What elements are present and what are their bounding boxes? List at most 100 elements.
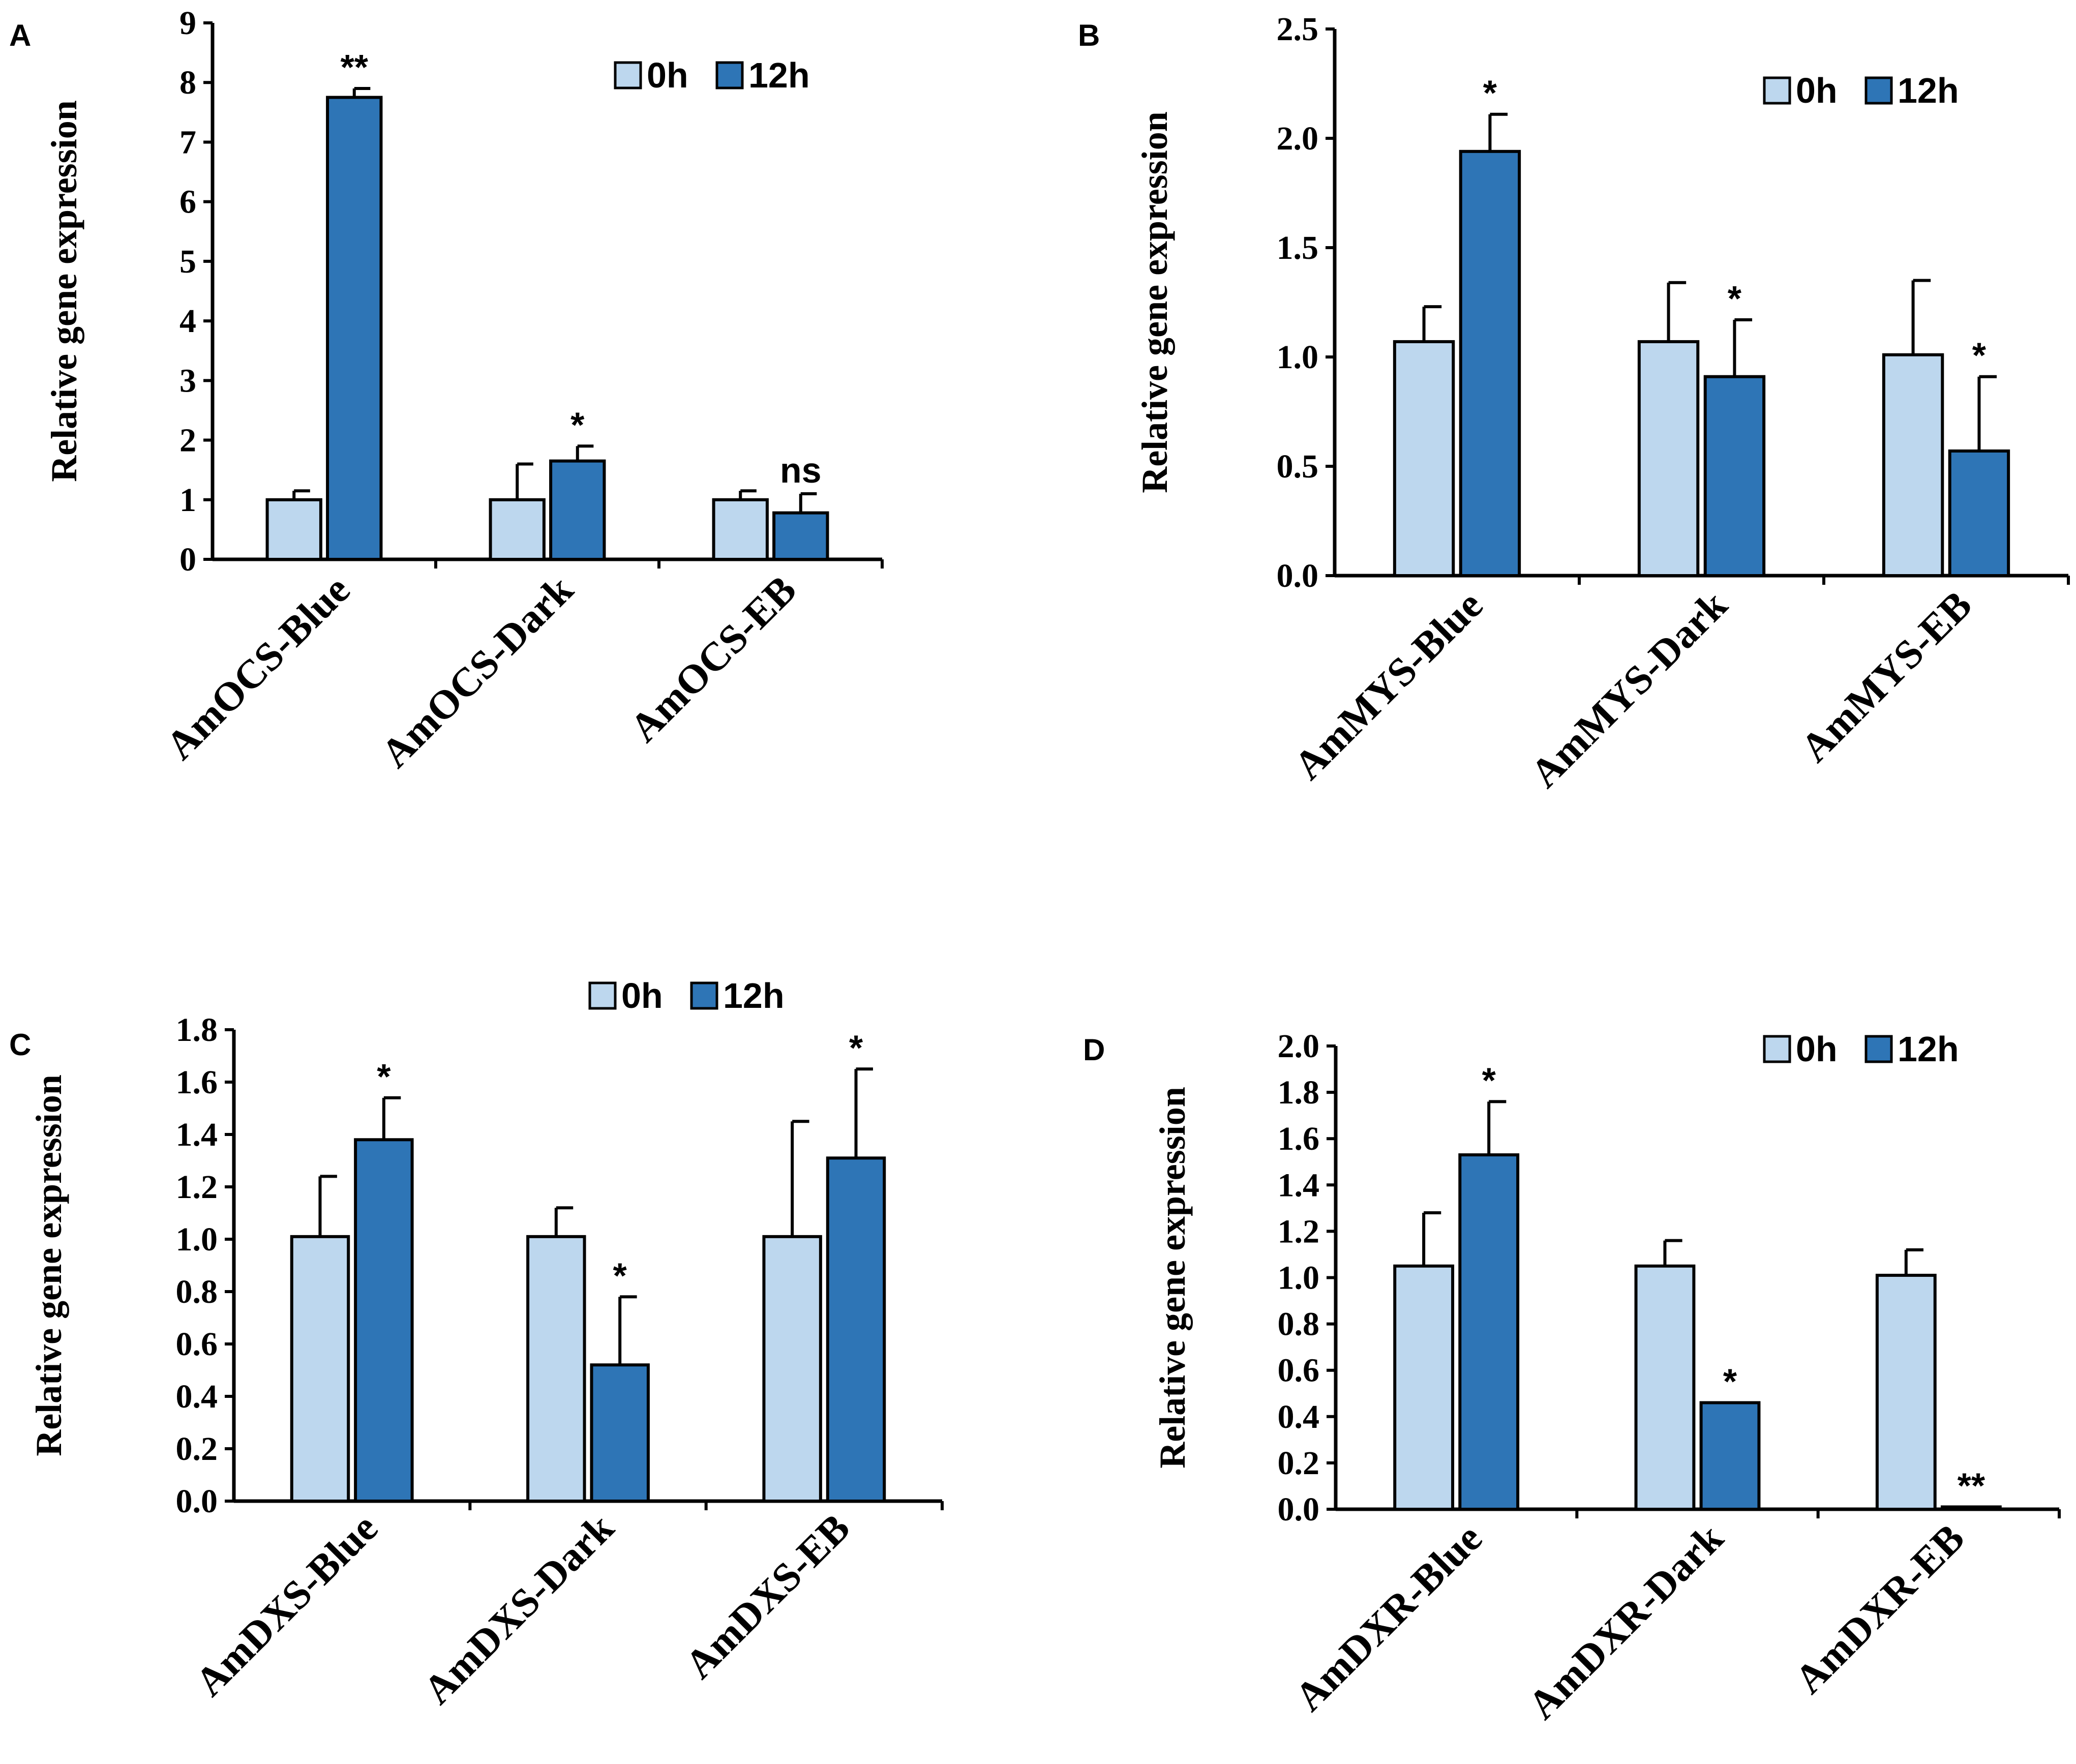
- y-axis-label: Relative gene expression: [1152, 1087, 1193, 1469]
- y-tick-label: 1: [179, 482, 196, 519]
- legend-label: 12h: [723, 976, 785, 1015]
- legend-label: 0h: [1796, 71, 1838, 110]
- bar-12h: [772, 511, 829, 561]
- y-tick-label: 1.6: [176, 1064, 218, 1101]
- significance-mark: *: [849, 1028, 863, 1067]
- category-label: AmDXS-EB: [677, 1506, 859, 1688]
- y-tick-label: 7: [179, 124, 196, 161]
- category-label: AmOCS-Blue: [158, 567, 358, 768]
- bar-12h: [549, 459, 606, 561]
- legend-label: 0h: [1796, 1029, 1838, 1069]
- panel-letter: A: [9, 18, 31, 52]
- y-tick-label: 2.0: [1278, 1028, 1320, 1065]
- significance-mark: ns: [780, 451, 822, 490]
- legend-swatch-12h: [1864, 76, 1893, 105]
- bar-12h: [826, 1156, 886, 1503]
- bar-0h: [762, 1235, 822, 1503]
- y-tick-label: 2: [179, 422, 196, 459]
- bar-0h: [265, 498, 322, 561]
- y-tick-label: 9: [179, 5, 196, 42]
- y-tick-label: 8: [179, 64, 196, 101]
- legend-label: 12h: [748, 55, 810, 95]
- significance-mark: *: [1728, 279, 1742, 318]
- y-tick-label: 0.0: [1277, 557, 1319, 594]
- panel-letter: C: [9, 1028, 31, 1062]
- bar-0h: [1637, 340, 1700, 578]
- legend-swatch-0h: [1763, 76, 1791, 105]
- y-tick-label: 1.6: [1278, 1120, 1320, 1157]
- significance-mark: *: [1482, 1060, 1496, 1100]
- bar-0h: [1634, 1264, 1696, 1511]
- legend: 0h 12h: [588, 976, 785, 1015]
- category-label: AmOCS-EB: [621, 567, 805, 751]
- y-tick-label: 0.4: [1278, 1398, 1320, 1436]
- bar-12h: [1703, 375, 1766, 577]
- y-tick-label: 0: [179, 541, 196, 578]
- y-tick-label: 6: [179, 184, 196, 221]
- y-tick-label: 1.0: [176, 1221, 218, 1258]
- y-axis-label: Relative gene expression: [44, 100, 84, 482]
- legend-label: 12h: [1898, 71, 1959, 110]
- y-tick-label: 3: [179, 362, 196, 399]
- legend-swatch-0h: [1763, 1035, 1791, 1063]
- category-label: AmMYS-EB: [1792, 583, 1980, 771]
- bar-0h: [526, 1235, 586, 1503]
- category-label: AmDXS-Blue: [187, 1506, 386, 1705]
- significance-mark: *: [570, 405, 585, 444]
- y-tick-label: 0.0: [176, 1483, 218, 1520]
- panel-a: A Relative gene expression 0 1 2 3 4 5 6 7 8 9 ** AmO…: [9, 5, 884, 776]
- bar-12h: [1458, 1153, 1520, 1511]
- y-tick-label: 1.8: [1278, 1074, 1320, 1111]
- y-tick-label: 0.5: [1277, 448, 1319, 485]
- bar-0h: [712, 498, 769, 561]
- significance-mark: **: [341, 47, 369, 87]
- significance-mark: *: [1483, 73, 1497, 113]
- panel-b: B Relative gene expression 0.0 0.5 1.0 1.5 2.0…: [1078, 11, 2070, 796]
- legend-label: 0h: [621, 976, 663, 1015]
- significance-mark: *: [377, 1057, 391, 1096]
- category-label: AmDXR-Dark: [1520, 1515, 1732, 1728]
- y-tick-label: 1.2: [176, 1169, 218, 1206]
- y-tick-label: 0.6: [176, 1326, 218, 1363]
- y-tick-label: 0.0: [1278, 1491, 1320, 1528]
- bar-12h: [1699, 1401, 1761, 1511]
- category-label: AmMYS-Blue: [1285, 583, 1491, 789]
- significance-mark: **: [1958, 1466, 1985, 1505]
- bar-0h: [1393, 340, 1455, 578]
- legend-swatch-12h: [1864, 1035, 1893, 1063]
- category-label: AmOCS-Dark: [373, 567, 582, 776]
- legend-swatch-0h: [614, 61, 642, 89]
- y-axis-label: Relative gene expression: [28, 1074, 69, 1456]
- y-tick-label: 2.0: [1277, 120, 1319, 157]
- legend-label: 0h: [647, 55, 688, 95]
- y-tick-label: 1.4: [176, 1116, 218, 1153]
- y-tick-label: 1.5: [1277, 229, 1319, 266]
- legend-swatch-12h: [690, 981, 718, 1010]
- category-label: AmMYS-Dark: [1522, 582, 1736, 796]
- bar-0h: [1882, 353, 1944, 577]
- category-label: AmDXS-Dark: [415, 1505, 622, 1713]
- bar-0h: [1393, 1264, 1455, 1511]
- bar-0h: [290, 1235, 350, 1503]
- y-tick-label: 5: [179, 243, 196, 280]
- y-tick-label: 0.4: [176, 1378, 218, 1415]
- legend: 0h 12h: [1763, 71, 1959, 110]
- significance-mark: *: [1723, 1361, 1737, 1401]
- legend-label: 12h: [1898, 1029, 1959, 1069]
- y-axis-label: Relative gene expression: [1134, 111, 1175, 493]
- y-tick-label: 4: [179, 303, 196, 340]
- panel-d: D Relative gene expression 0.0 0.2 0.4 0.6 0.8…: [1083, 1028, 2061, 1728]
- panel-c: C Relative gene expression 0.0 0.2 0.4 0.6 0.8…: [9, 976, 944, 1713]
- category-label: AmDXR-EB: [1787, 1516, 1973, 1702]
- significance-mark: *: [613, 1255, 627, 1295]
- bar-12h: [1940, 1505, 2002, 1511]
- bar-12h: [1948, 449, 2010, 578]
- legend: 0h 12h: [1763, 1029, 1959, 1069]
- bar-12h: [326, 96, 383, 561]
- y-tick-label: 2.5: [1277, 11, 1319, 48]
- y-tick-label: 1.4: [1278, 1167, 1320, 1204]
- y-tick-label: 1.8: [176, 1011, 218, 1049]
- bar-0h: [489, 498, 546, 561]
- y-tick-label: 1.2: [1278, 1213, 1320, 1250]
